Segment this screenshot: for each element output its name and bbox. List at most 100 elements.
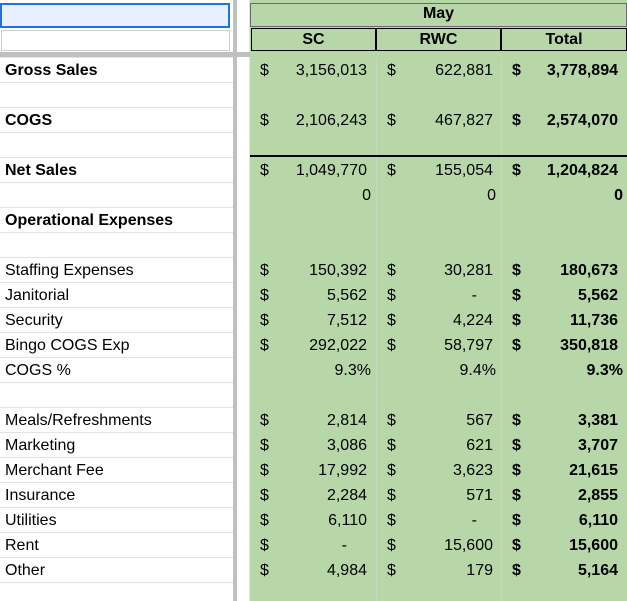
rwc-value[interactable]: 15,600 [444, 537, 493, 554]
sc-dollar: $ [260, 462, 269, 479]
rwc-value[interactable]: 571 [466, 487, 493, 504]
total-dollar: $ [512, 462, 521, 479]
total-dollar: $ [512, 262, 521, 279]
sc-value[interactable]: 3,156,013 [295, 62, 367, 79]
total-value[interactable]: 11,736 [569, 312, 618, 329]
total-value[interactable]: 3,381 [577, 412, 618, 429]
header-sc: SC [302, 31, 325, 48]
sc-value[interactable]: 2,106,243 [295, 112, 367, 129]
total-dollar: $ [512, 337, 521, 354]
sc-header-cell[interactable] [251, 28, 376, 51]
total-value[interactable]: 180,673 [560, 262, 618, 279]
total-value[interactable]: 1,204,824 [546, 162, 618, 179]
sc-dollar: $ [260, 337, 269, 354]
rwc-value[interactable]: 58,797 [444, 337, 493, 354]
label-operational-expenses[interactable]: Operational Expenses [5, 212, 174, 229]
label-janitorial[interactable]: Janitorial [5, 287, 70, 304]
rwc-value[interactable]: 3,623 [452, 462, 493, 479]
rwc-value[interactable]: 9.4% [459, 362, 496, 379]
rwc-dollar: $ [387, 462, 396, 479]
rwc-value[interactable]: 155,054 [435, 162, 493, 179]
rwc-value[interactable]: 621 [466, 437, 493, 454]
total-value[interactable]: 15,600 [569, 537, 618, 554]
sc-value[interactable]: 2,284 [326, 487, 367, 504]
rwc-dollar: $ [387, 162, 396, 179]
total-dollar: $ [512, 162, 521, 179]
label-marketing[interactable]: Marketing [5, 437, 76, 454]
label-insurance[interactable]: Insurance [5, 487, 76, 504]
rwc-header-cell[interactable] [376, 28, 501, 51]
rwc-value[interactable]: 179 [466, 562, 493, 579]
label-gross-sales[interactable]: Gross Sales [5, 62, 98, 79]
total-value[interactable]: 2,855 [577, 487, 618, 504]
rwc-value[interactable]: 622,881 [435, 62, 493, 79]
sc-value[interactable]: 4,984 [326, 562, 367, 579]
total-dollar: $ [512, 512, 521, 529]
sc-value[interactable]: 1,049,770 [295, 162, 367, 179]
total-value[interactable]: 5,164 [577, 562, 618, 579]
rwc-dollar: $ [387, 287, 396, 304]
total-value[interactable]: 21,615 [569, 462, 618, 479]
header-total: Total [545, 31, 583, 48]
total-dollar: $ [512, 287, 521, 304]
total-dollar: $ [512, 62, 521, 79]
sc-value[interactable]: 7,512 [326, 312, 367, 329]
sc-value[interactable]: 6,110 [328, 512, 367, 529]
label-security[interactable]: Security [5, 312, 63, 329]
col-divider [501, 58, 502, 601]
sc-value[interactable]: 17,992 [318, 462, 367, 479]
sc-value[interactable]: 150,392 [309, 262, 367, 279]
total-value[interactable]: 5,562 [577, 287, 618, 304]
rwc-value[interactable]: 30,281 [444, 262, 493, 279]
rwc-dollar: $ [387, 112, 396, 129]
total-dollar: $ [512, 112, 521, 129]
total-value[interactable]: 6,110 [578, 512, 618, 529]
total-value[interactable]: 350,818 [560, 337, 618, 354]
total-value[interactable]: 0 [614, 187, 623, 204]
label-utilities[interactable]: Utilities [5, 512, 57, 529]
total-dollar: $ [512, 537, 521, 554]
sc-dollar: $ [260, 62, 269, 79]
frozen-col-separator [233, 0, 237, 601]
net-sales-top-border [250, 155, 627, 157]
rwc-value[interactable]: 467,827 [435, 112, 493, 129]
rwc-dollar: $ [387, 62, 396, 79]
data-region-fill [250, 0, 627, 601]
rwc-value[interactable]: - [471, 287, 477, 304]
rwc-dollar: $ [387, 337, 396, 354]
sc-value[interactable]: 0 [362, 187, 371, 204]
label-net-sales[interactable]: Net Sales [5, 162, 78, 179]
rwc-value[interactable]: 4,224 [452, 312, 493, 329]
total-value[interactable]: 2,574,070 [546, 112, 618, 129]
sc-value[interactable]: 2,814 [326, 412, 367, 429]
column-gap [237, 0, 250, 601]
sc-value[interactable]: 9.3% [334, 362, 371, 379]
month-header: May [422, 5, 455, 22]
sc-value[interactable]: 292,022 [309, 337, 367, 354]
sc-value[interactable]: 3,086 [326, 437, 367, 454]
label-cogs[interactable]: COGS [5, 112, 53, 129]
label-other[interactable]: Other [5, 562, 46, 579]
frozen-row-separator [0, 52, 250, 57]
sc-value[interactable]: - [341, 537, 347, 554]
label-meals-refreshments[interactable]: Meals/Refreshments [5, 412, 152, 429]
total-dollar: $ [512, 412, 521, 429]
label-rent[interactable]: Rent [5, 537, 39, 554]
sc-dollar: $ [260, 512, 269, 529]
total-value[interactable]: 9.3% [586, 362, 623, 379]
sc-dollar: $ [260, 412, 269, 429]
sc-value[interactable]: 5,562 [326, 287, 367, 304]
rwc-value[interactable]: - [471, 512, 477, 529]
left-header-cell[interactable] [1, 30, 230, 51]
selected-cell[interactable] [0, 3, 230, 28]
label-staffing-expenses[interactable]: Staffing Expenses [5, 262, 134, 279]
total-value[interactable]: 3,707 [577, 437, 618, 454]
label-cogs-percent[interactable]: COGS % [5, 362, 71, 379]
total-value[interactable]: 3,778,894 [546, 62, 618, 79]
total-dollar: $ [512, 437, 521, 454]
rwc-value[interactable]: 567 [466, 412, 493, 429]
label-bingo-cogs-exp[interactable]: Bingo COGS Exp [5, 337, 130, 354]
month-header-cell[interactable] [250, 3, 627, 27]
rwc-value[interactable]: 0 [487, 187, 496, 204]
label-merchant-fee[interactable]: Merchant Fee [5, 462, 104, 479]
